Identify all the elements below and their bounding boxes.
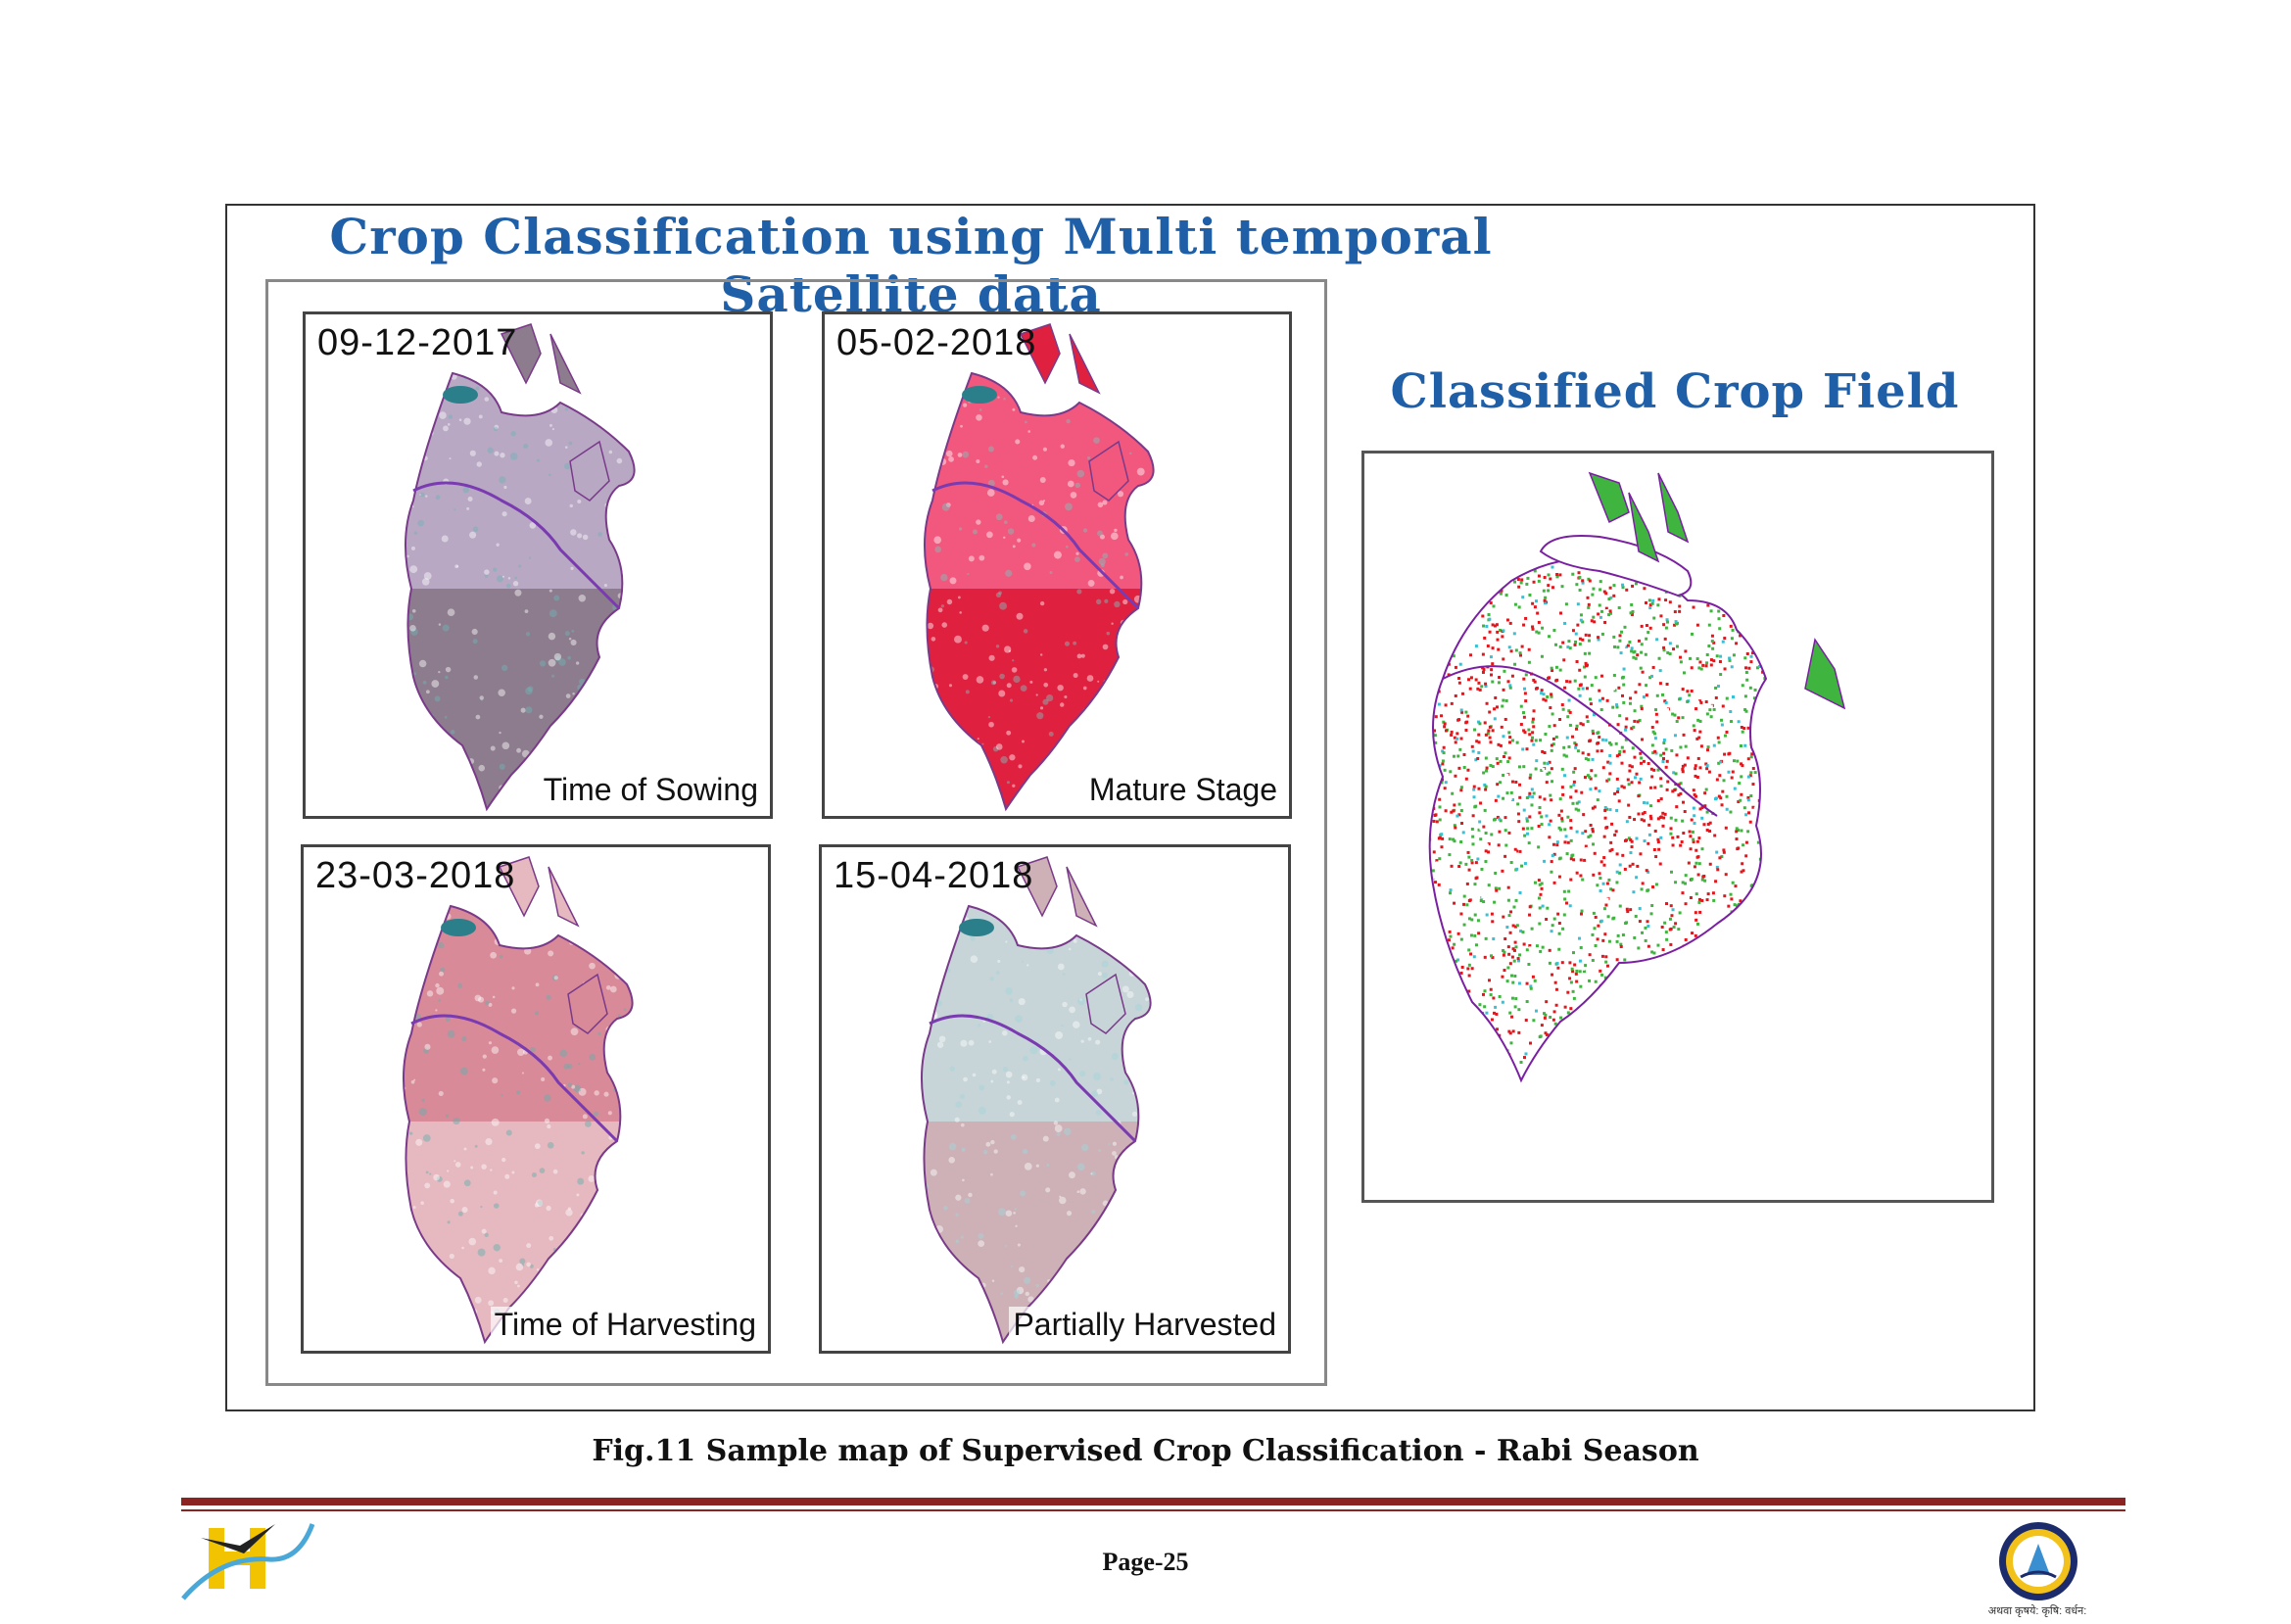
organization-logo-left [181, 1516, 315, 1600]
panel-date: 23-03-2018 [315, 855, 516, 896]
emblem-motto: अथवा कृषये: कृषि: वर्धन: [1987, 1605, 2087, 1617]
panel-date: 05-02-2018 [836, 322, 1037, 363]
temporal-panel-group [265, 279, 1327, 1386]
panel-stage-label: Time of Sowing [539, 772, 762, 808]
panel-sowing: 09-12-2017 Time of Sowing [303, 311, 773, 819]
panel-stage-label: Time of Harvesting [490, 1307, 760, 1343]
classified-crop-map [1428, 471, 1846, 1083]
satellite-map-partially-harvested [921, 856, 1152, 1345]
panel-stage-label: Partially Harvested [1009, 1307, 1280, 1343]
panel-stage-label: Mature Stage [1084, 772, 1281, 808]
satellite-map-sowing [405, 323, 636, 812]
footer-rule-thin [181, 1509, 2125, 1511]
satellite-map-harvesting [403, 856, 634, 1345]
emblem-logo-right [1975, 1516, 2102, 1624]
classified-map-panel [1361, 451, 1994, 1203]
panel-partially-harvested: 15-04-2018 Partially Harvested [819, 844, 1291, 1354]
panel-date: 15-04-2018 [834, 855, 1034, 896]
figure-caption: Fig.11 Sample map of Supervised Crop Cla… [592, 1434, 1699, 1468]
classified-heading: Classified Crop Field [1390, 364, 1960, 419]
panel-date: 09-12-2017 [317, 322, 518, 363]
footer-rule [181, 1498, 2125, 1505]
page-number: Page-25 [1102, 1548, 1189, 1576]
panel-harvesting: 23-03-2018 Time of Harvesting [301, 844, 771, 1354]
satellite-map-mature [924, 323, 1155, 812]
panel-mature: 05-02-2018 Mature Stage [822, 311, 1292, 819]
